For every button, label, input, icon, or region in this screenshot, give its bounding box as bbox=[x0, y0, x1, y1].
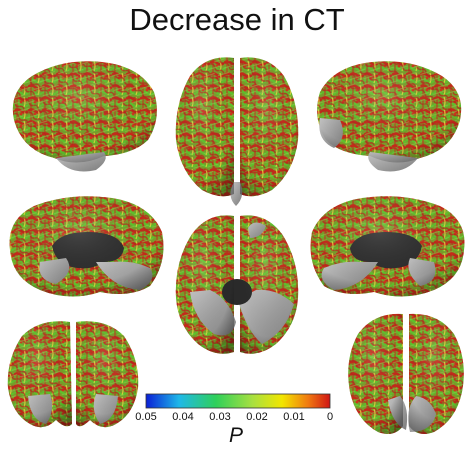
brain-view-posterior bbox=[348, 313, 464, 434]
colorbar-tick: 0.02 bbox=[246, 411, 268, 423]
brain-view-lateral-left bbox=[12, 61, 157, 172]
brain-view-medial-right bbox=[310, 196, 465, 297]
brain-view-medial-left bbox=[9, 196, 164, 297]
colorbar bbox=[145, 393, 331, 409]
colorbar-tick: 0.03 bbox=[209, 411, 231, 423]
brain-view-superior bbox=[175, 57, 299, 206]
colorbar-tick: 0.05 bbox=[135, 411, 157, 423]
colorbar-label: P bbox=[229, 424, 244, 447]
figure-title: Decrease in CT bbox=[129, 2, 345, 37]
colorbar-tick: 0.01 bbox=[283, 411, 305, 423]
brain-view-inferior bbox=[175, 215, 299, 354]
colorbar-tick: 0.04 bbox=[172, 411, 194, 423]
colorbar-tick: 0 bbox=[326, 411, 334, 423]
brain-view-lateral-right bbox=[317, 61, 462, 172]
brain-view-anterior bbox=[7, 321, 139, 428]
